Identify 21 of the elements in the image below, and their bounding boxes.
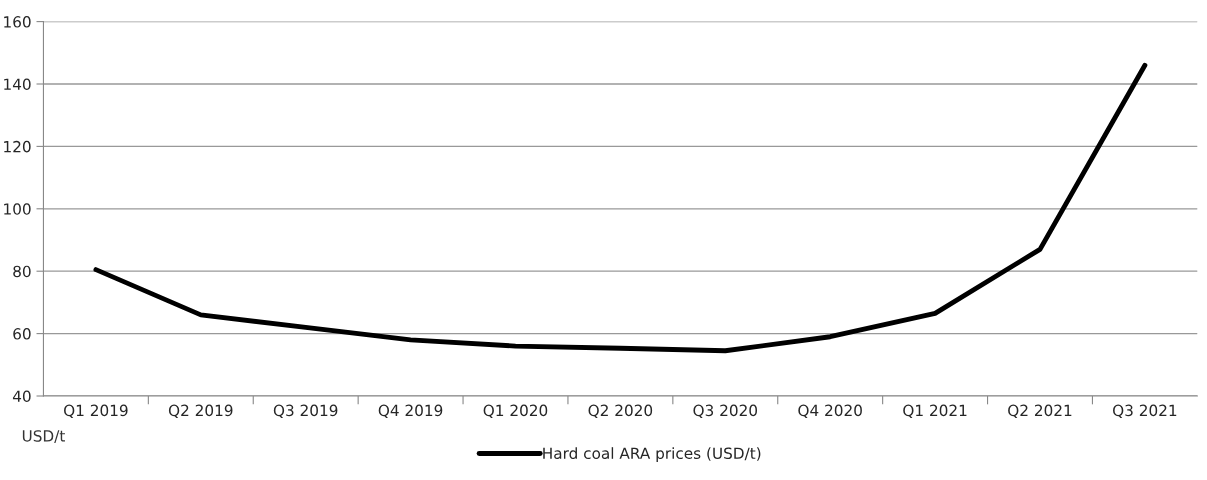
x-tick-label: Q2 2020 [588, 404, 653, 418]
y-tick-label: 80 [13, 265, 31, 278]
x-tick-label: Q4 2019 [378, 404, 443, 418]
x-tick-label: Q1 2021 [903, 404, 967, 418]
x-tick-label: Q3 2019 [273, 404, 338, 418]
line-series [93, 62, 1148, 354]
y-tick-label: 40 [12, 390, 31, 403]
x-tick-label: Q3 2020 [693, 404, 758, 418]
x-tick-label: Q4 2020 [798, 404, 862, 418]
y-tick-label: 60 [13, 328, 31, 340]
x-tick-label: Q1 2020 [483, 404, 548, 418]
y-tick-label: 160 [4, 16, 31, 28]
y-tick-label: 120 [4, 140, 31, 153]
y-tick-label: 100 [4, 203, 31, 215]
legend-label: Hard coal ARA prices (USD/t) [543, 447, 761, 462]
x-tick-label: Q3 2021 [1113, 404, 1177, 418]
x-tick-label: Q2 2019 [168, 404, 233, 418]
y-axis-title: USD/t [22, 430, 65, 443]
x-tick-label: Q1 2019 [64, 404, 128, 418]
y-tick-label: 140 [4, 78, 31, 91]
x-tick-label: Q2 2021 [1008, 404, 1072, 418]
